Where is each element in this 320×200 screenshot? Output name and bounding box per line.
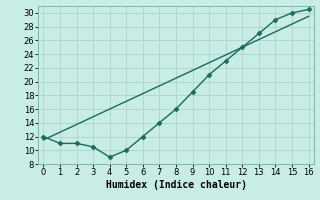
- X-axis label: Humidex (Indice chaleur): Humidex (Indice chaleur): [106, 180, 246, 190]
